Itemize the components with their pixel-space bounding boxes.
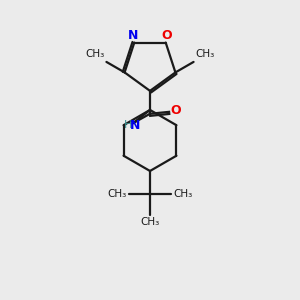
Text: N: N [130, 119, 140, 132]
Text: CH₃: CH₃ [140, 217, 160, 227]
Text: CH₃: CH₃ [173, 189, 192, 199]
Text: CH₃: CH₃ [85, 49, 104, 59]
Text: N: N [128, 29, 139, 42]
Text: H: H [124, 120, 132, 130]
Text: CH₃: CH₃ [196, 49, 215, 59]
Text: O: O [170, 104, 181, 117]
Text: CH₃: CH₃ [108, 189, 127, 199]
Text: O: O [161, 29, 172, 42]
